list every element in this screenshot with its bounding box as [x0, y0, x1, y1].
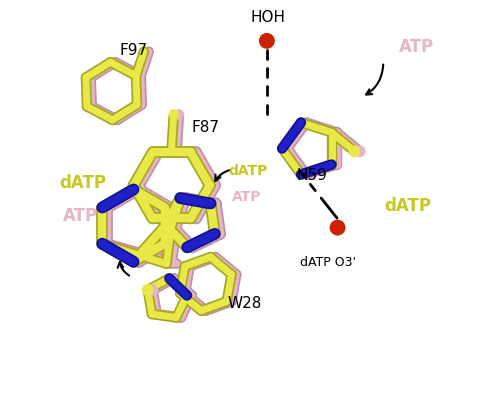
Circle shape — [330, 220, 345, 235]
Circle shape — [260, 33, 274, 48]
Circle shape — [142, 285, 153, 295]
Text: ATP: ATP — [64, 207, 98, 224]
Circle shape — [174, 110, 184, 119]
Circle shape — [354, 146, 365, 156]
Text: dATP: dATP — [384, 197, 432, 214]
Text: W28: W28 — [228, 297, 262, 312]
Circle shape — [349, 146, 360, 156]
Text: F97: F97 — [120, 44, 148, 58]
Text: F87: F87 — [192, 120, 220, 135]
Text: HOH: HOH — [250, 10, 286, 25]
Text: H59: H59 — [296, 168, 327, 183]
Circle shape — [148, 285, 158, 295]
Text: dATP O3': dATP O3' — [300, 256, 356, 269]
Text: dATP: dATP — [228, 164, 268, 179]
Text: ATP: ATP — [398, 38, 434, 56]
Text: dATP: dATP — [59, 174, 106, 192]
Circle shape — [170, 110, 178, 119]
Text: ATP: ATP — [232, 191, 262, 204]
